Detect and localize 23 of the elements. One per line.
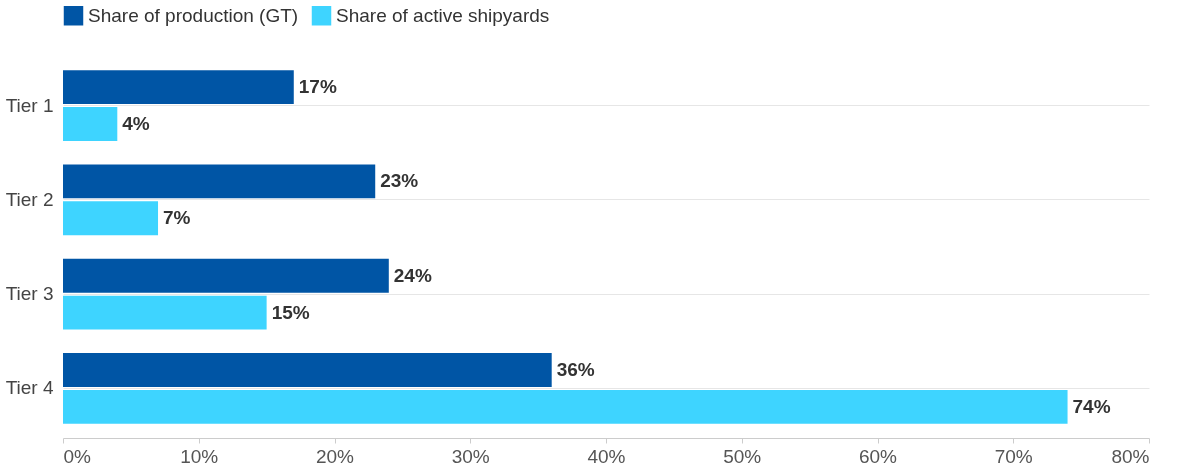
data-label: 24%	[393, 264, 432, 286]
data-label: 74%	[1072, 395, 1111, 417]
y-tick-label: Tier 4	[5, 377, 54, 399]
data-label: 17%	[298, 76, 337, 98]
data-label: 7%	[163, 207, 191, 229]
x-tick-label: 10%	[180, 445, 219, 467]
data-label: 36%	[556, 359, 595, 381]
x-tick-label: 70%	[994, 445, 1033, 467]
x-tick-label: 40%	[587, 445, 626, 467]
data-label: 15%	[271, 301, 310, 323]
y-tick-label: Tier 1	[5, 94, 54, 116]
legend-label: Share of active shipyards	[336, 4, 550, 26]
x-tick-label: 80%	[1111, 445, 1150, 467]
x-tick-label: 50%	[723, 445, 762, 467]
data-label: 4%	[122, 112, 150, 134]
x-tick-label: 30%	[451, 445, 490, 467]
legend-label: Share of production (GT)	[88, 4, 299, 26]
x-tick-label: 0%	[63, 445, 92, 467]
x-tick-label: 20%	[315, 445, 355, 467]
y-tick-label: Tier 2	[5, 188, 54, 210]
y-tick-label: Tier 3	[5, 283, 54, 305]
data-label: 23%	[380, 170, 419, 192]
x-tick-label: 60%	[858, 445, 898, 467]
